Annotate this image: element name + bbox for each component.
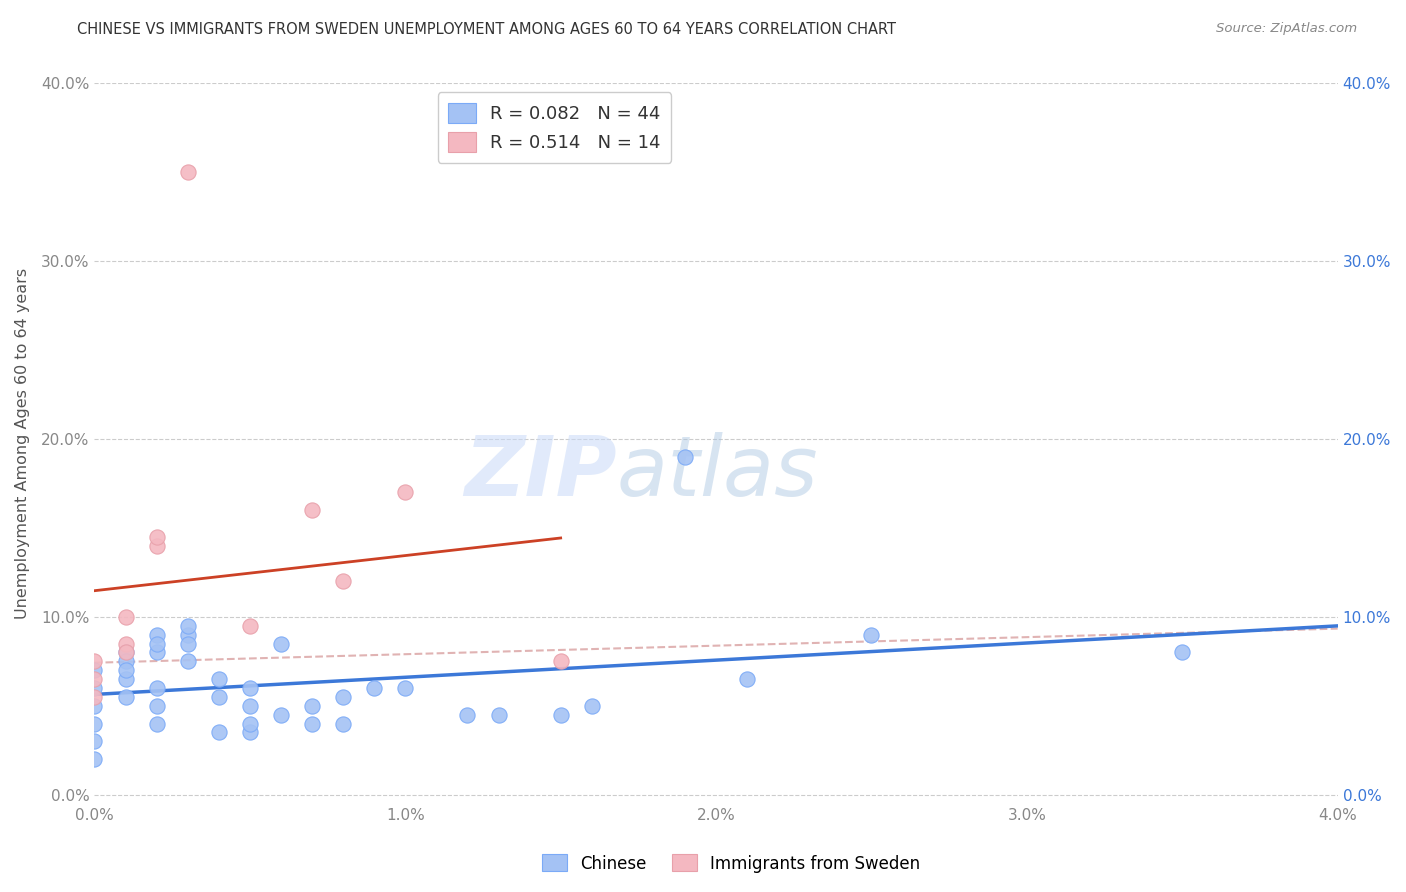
Point xyxy=(145,681,167,695)
Point xyxy=(145,698,167,713)
Point xyxy=(363,681,385,695)
Point xyxy=(301,698,323,713)
Point xyxy=(83,690,105,704)
Point xyxy=(860,628,883,642)
Point xyxy=(145,530,167,544)
Point xyxy=(550,654,572,668)
Point xyxy=(735,672,758,686)
Point xyxy=(550,707,572,722)
Point xyxy=(145,716,167,731)
Point xyxy=(239,725,262,739)
Point xyxy=(145,637,167,651)
Point xyxy=(145,628,167,642)
Point xyxy=(177,628,200,642)
Point xyxy=(83,672,105,686)
Text: atlas: atlas xyxy=(617,432,818,513)
Point xyxy=(1171,645,1194,659)
Point xyxy=(114,610,136,624)
Point xyxy=(177,654,200,668)
Point xyxy=(488,707,510,722)
Point xyxy=(239,698,262,713)
Point xyxy=(270,637,292,651)
Point xyxy=(83,654,105,668)
Point xyxy=(114,645,136,659)
Point xyxy=(145,539,167,553)
Text: Source: ZipAtlas.com: Source: ZipAtlas.com xyxy=(1216,22,1357,36)
Point xyxy=(83,663,105,677)
Y-axis label: Unemployment Among Ages 60 to 64 years: Unemployment Among Ages 60 to 64 years xyxy=(15,268,30,619)
Point xyxy=(177,637,200,651)
Point xyxy=(332,716,354,731)
Text: ZIP: ZIP xyxy=(464,432,617,513)
Point xyxy=(114,654,136,668)
Point xyxy=(301,503,323,517)
Point xyxy=(83,716,105,731)
Point xyxy=(208,672,231,686)
Point xyxy=(145,645,167,659)
Point xyxy=(239,681,262,695)
Text: CHINESE VS IMMIGRANTS FROM SWEDEN UNEMPLOYMENT AMONG AGES 60 TO 64 YEARS CORRELA: CHINESE VS IMMIGRANTS FROM SWEDEN UNEMPL… xyxy=(77,22,897,37)
Point xyxy=(83,681,105,695)
Point xyxy=(83,734,105,748)
Point xyxy=(83,752,105,766)
Point xyxy=(114,645,136,659)
Point xyxy=(239,716,262,731)
Legend: R = 0.082   N = 44, R = 0.514   N = 14: R = 0.082 N = 44, R = 0.514 N = 14 xyxy=(437,93,671,163)
Point xyxy=(114,663,136,677)
Point xyxy=(581,698,603,713)
Point xyxy=(673,450,696,464)
Point xyxy=(83,698,105,713)
Point xyxy=(456,707,478,722)
Point xyxy=(394,681,416,695)
Point xyxy=(177,619,200,633)
Point xyxy=(114,637,136,651)
Point xyxy=(208,725,231,739)
Point xyxy=(301,716,323,731)
Legend: Chinese, Immigrants from Sweden: Chinese, Immigrants from Sweden xyxy=(536,847,927,880)
Point xyxy=(114,690,136,704)
Point xyxy=(239,619,262,633)
Point xyxy=(114,672,136,686)
Point xyxy=(177,165,200,179)
Point xyxy=(394,485,416,500)
Point xyxy=(332,690,354,704)
Point xyxy=(332,574,354,589)
Point xyxy=(208,690,231,704)
Point xyxy=(270,707,292,722)
